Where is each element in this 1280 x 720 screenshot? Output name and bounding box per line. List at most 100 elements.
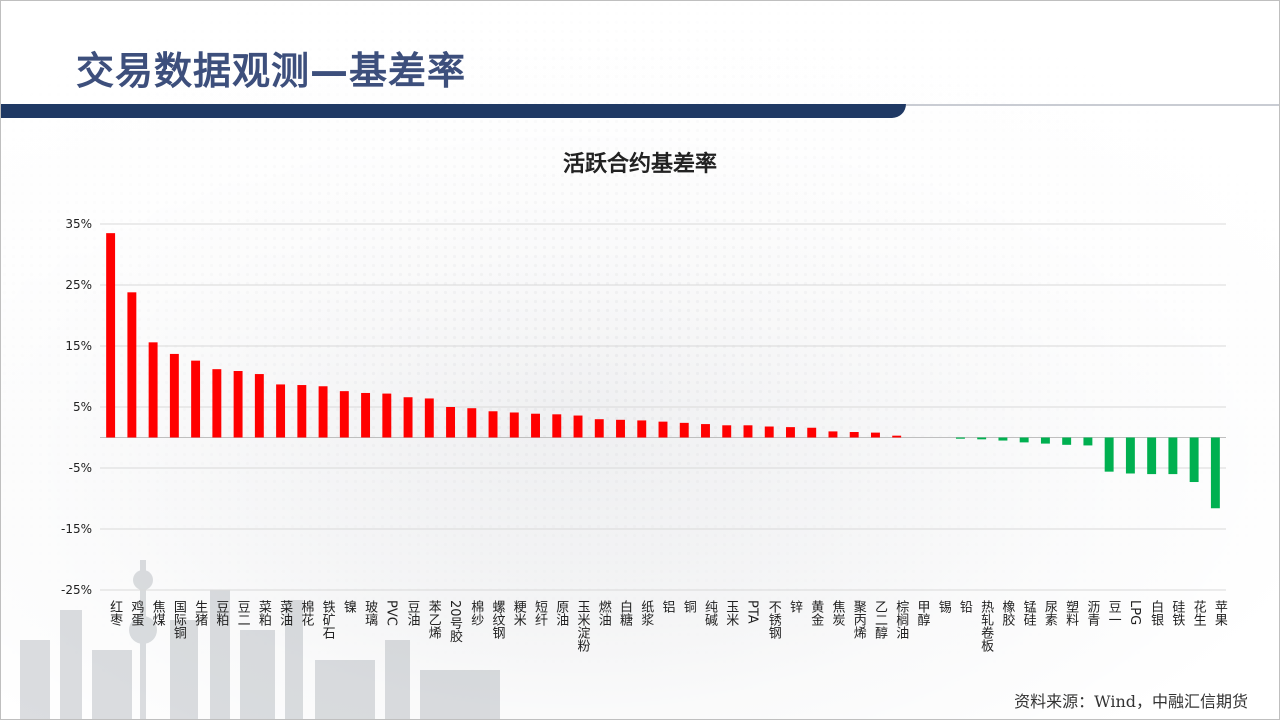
bar (169, 353, 179, 438)
x-tick-label: PVC (383, 600, 398, 626)
bar (403, 397, 413, 438)
bar (658, 421, 668, 438)
bar (148, 342, 158, 438)
bar (254, 374, 264, 438)
bar (573, 415, 583, 438)
x-tick-label: 菜油 (277, 600, 293, 626)
x-tick-label: 原油 (553, 600, 569, 626)
y-tick-label: 35% (65, 217, 92, 231)
x-tick-label: 苯乙烯 (426, 600, 442, 639)
bar (509, 412, 519, 438)
y-tick-label: 15% (65, 339, 92, 353)
x-tick-label: 玉米淀粉 (575, 600, 591, 652)
bar (977, 437, 987, 440)
bar (1019, 437, 1029, 443)
chart-title: 活跃合约基差率 (562, 151, 717, 177)
title-underline-bar (0, 104, 906, 118)
x-tick-label: 铁矿石 (320, 600, 336, 639)
x-tick-label: 白银 (1148, 599, 1164, 626)
bar (870, 432, 880, 438)
x-tick-label: 焦炭 (829, 600, 845, 627)
bar (594, 419, 604, 438)
bar (318, 386, 328, 438)
x-tick-label: 塑料 (1063, 600, 1079, 626)
bar (191, 360, 201, 438)
x-tick-label: 玻璃 (362, 600, 378, 626)
bar (892, 435, 902, 438)
bar (106, 233, 116, 438)
bar (1210, 437, 1220, 509)
bar (1147, 437, 1157, 475)
bar (1040, 437, 1050, 444)
x-tick-label: 铝 (660, 600, 676, 613)
x-tick-label: 燃油 (596, 599, 612, 626)
x-tick-label: 黄金 (808, 600, 824, 626)
bar (998, 437, 1008, 441)
x-tick-label: 纯碱 (702, 600, 718, 626)
bar (1125, 437, 1135, 474)
bar (127, 292, 137, 438)
x-tick-label: 螺纹钢 (490, 600, 506, 640)
bar (297, 385, 307, 438)
x-tick-label: 镍 (341, 600, 357, 613)
bar (701, 424, 710, 438)
x-tick-label: 棉纱 (468, 600, 484, 626)
bar (361, 392, 371, 438)
x-tick-label: 沥青 (1084, 600, 1100, 626)
bar (552, 414, 562, 438)
x-tick-label: 铅 (957, 600, 973, 613)
x-tick-label: 豆一 (1106, 600, 1122, 626)
x-tick-label: 国际铜 (171, 600, 187, 639)
x-tick-label: 硅铁 (1169, 600, 1185, 626)
x-tick-label: 生猪 (192, 600, 208, 626)
x-tick-label: 不锈钢 (766, 600, 782, 640)
bar (531, 413, 540, 438)
x-tick-label: 豆油 (405, 600, 421, 626)
x-tick-label: 锌 (787, 600, 803, 613)
x-tick-label: 红枣 (107, 599, 123, 626)
x-tick-label: 玉米 (723, 600, 739, 626)
x-tick-label: 苹果 (1212, 600, 1228, 626)
x-tick-label: 白糖 (617, 599, 633, 627)
bar (955, 437, 965, 439)
city-skyline-decoration (20, 560, 500, 720)
x-tick-label: 橡胶 (999, 600, 1015, 627)
bar (786, 427, 795, 438)
x-tick-label: LPG (1127, 600, 1142, 625)
bar (1083, 437, 1093, 446)
bar (1189, 437, 1199, 483)
title-underline-thin (906, 104, 1280, 106)
bar (339, 391, 349, 438)
x-tick-label: 豆二 (235, 600, 251, 626)
bar (849, 432, 859, 438)
x-tick-label: 短纤 (532, 600, 548, 626)
bar (233, 371, 243, 438)
bar (637, 420, 647, 438)
x-tick-label: 热轧卷板 (978, 600, 994, 653)
bar (1168, 437, 1178, 475)
x-tick-label: 棉花 (298, 600, 314, 627)
bar (488, 411, 498, 438)
x-tick-label: 纸浆 (638, 600, 654, 626)
x-tick-label: 锡 (936, 600, 952, 613)
y-tick-label: -25% (61, 583, 92, 597)
bar (828, 431, 838, 438)
x-tick-label: 尿素 (1042, 600, 1058, 626)
bar (764, 426, 774, 438)
x-tick-label: 铜 (681, 600, 697, 613)
x-tick-label: 棕榈油 (893, 600, 909, 639)
y-tick-label: 25% (65, 278, 92, 292)
source-note: 资料来源：Wind，中融汇信期货 (1014, 692, 1248, 711)
x-tick-label: 粳米 (511, 600, 527, 626)
bar (679, 422, 689, 438)
bar (1104, 437, 1114, 472)
bar (276, 384, 286, 438)
x-tick-label: 菜粕 (256, 600, 272, 626)
bar (807, 427, 817, 438)
x-tick-label: 豆粕 (213, 600, 229, 626)
bar (616, 419, 625, 438)
x-tick-label: PTA (744, 600, 759, 624)
page-title: 交易数据观测—基差率 (76, 49, 467, 93)
x-tick-label: 锰硅 (1021, 600, 1037, 626)
